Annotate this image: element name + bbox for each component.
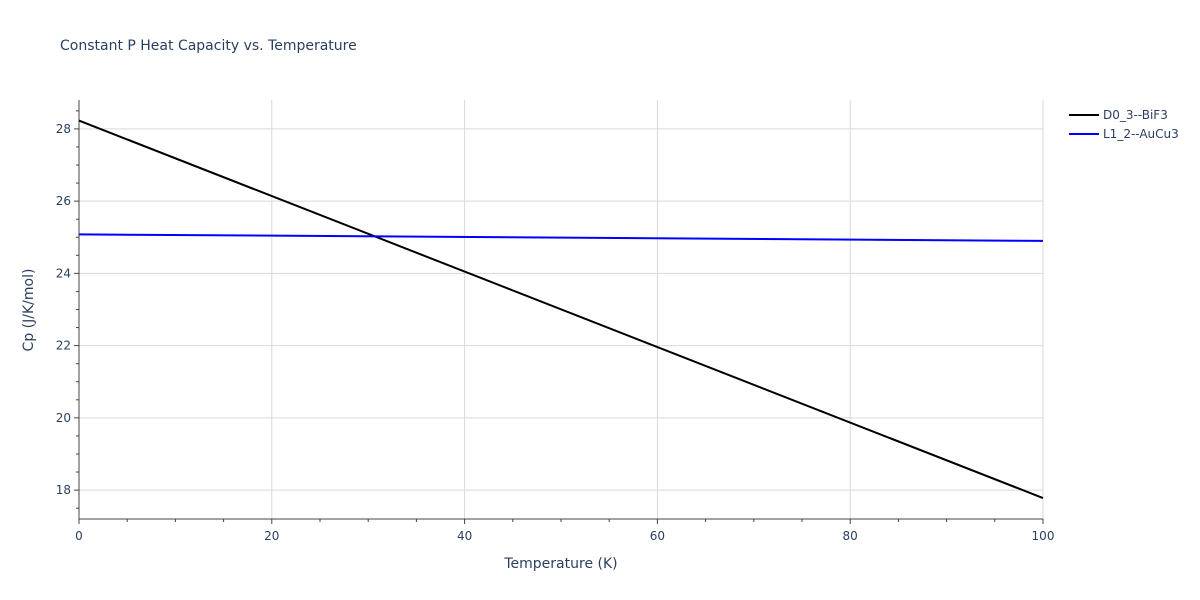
x-tick-label: 60: [650, 529, 665, 543]
y-tick-label: 20: [56, 411, 71, 425]
axes: [74, 100, 1044, 524]
x-tick-label: 0: [75, 529, 83, 543]
tick-labels: 0 20 40 60 80 100 18 20 22 24 26 28: [56, 122, 1055, 543]
x-tick-label: 40: [457, 529, 472, 543]
y-tick-label: 24: [56, 266, 71, 280]
y-tick-label: 18: [56, 483, 71, 497]
x-tick-label: 100: [1032, 529, 1055, 543]
legend[interactable]: D0_3--BiF3 L1_2--AuCu3: [1069, 108, 1179, 141]
series-lines: [78, 119, 1044, 499]
legend-label: D0_3--BiF3: [1103, 108, 1168, 122]
x-tick-label: 80: [843, 529, 858, 543]
x-axis-title: Temperature (K): [503, 556, 617, 572]
series-line-2: [78, 233, 1044, 242]
y-axis-title: Cp (J/K/mol): [21, 269, 37, 352]
series-line-1: [78, 119, 1044, 499]
legend-label: L1_2--AuCu3: [1103, 127, 1179, 141]
legend-item-2[interactable]: L1_2--AuCu3: [1069, 127, 1179, 141]
legend-item-1[interactable]: D0_3--BiF3: [1069, 108, 1168, 122]
y-tick-label: 28: [56, 122, 71, 136]
y-tick-label: 22: [56, 339, 71, 353]
chart-title: Constant P Heat Capacity vs. Temperature: [60, 38, 357, 54]
y-tick-label: 26: [56, 194, 71, 208]
grid-lines: [79, 100, 1044, 519]
x-tick-label: 20: [264, 529, 279, 543]
